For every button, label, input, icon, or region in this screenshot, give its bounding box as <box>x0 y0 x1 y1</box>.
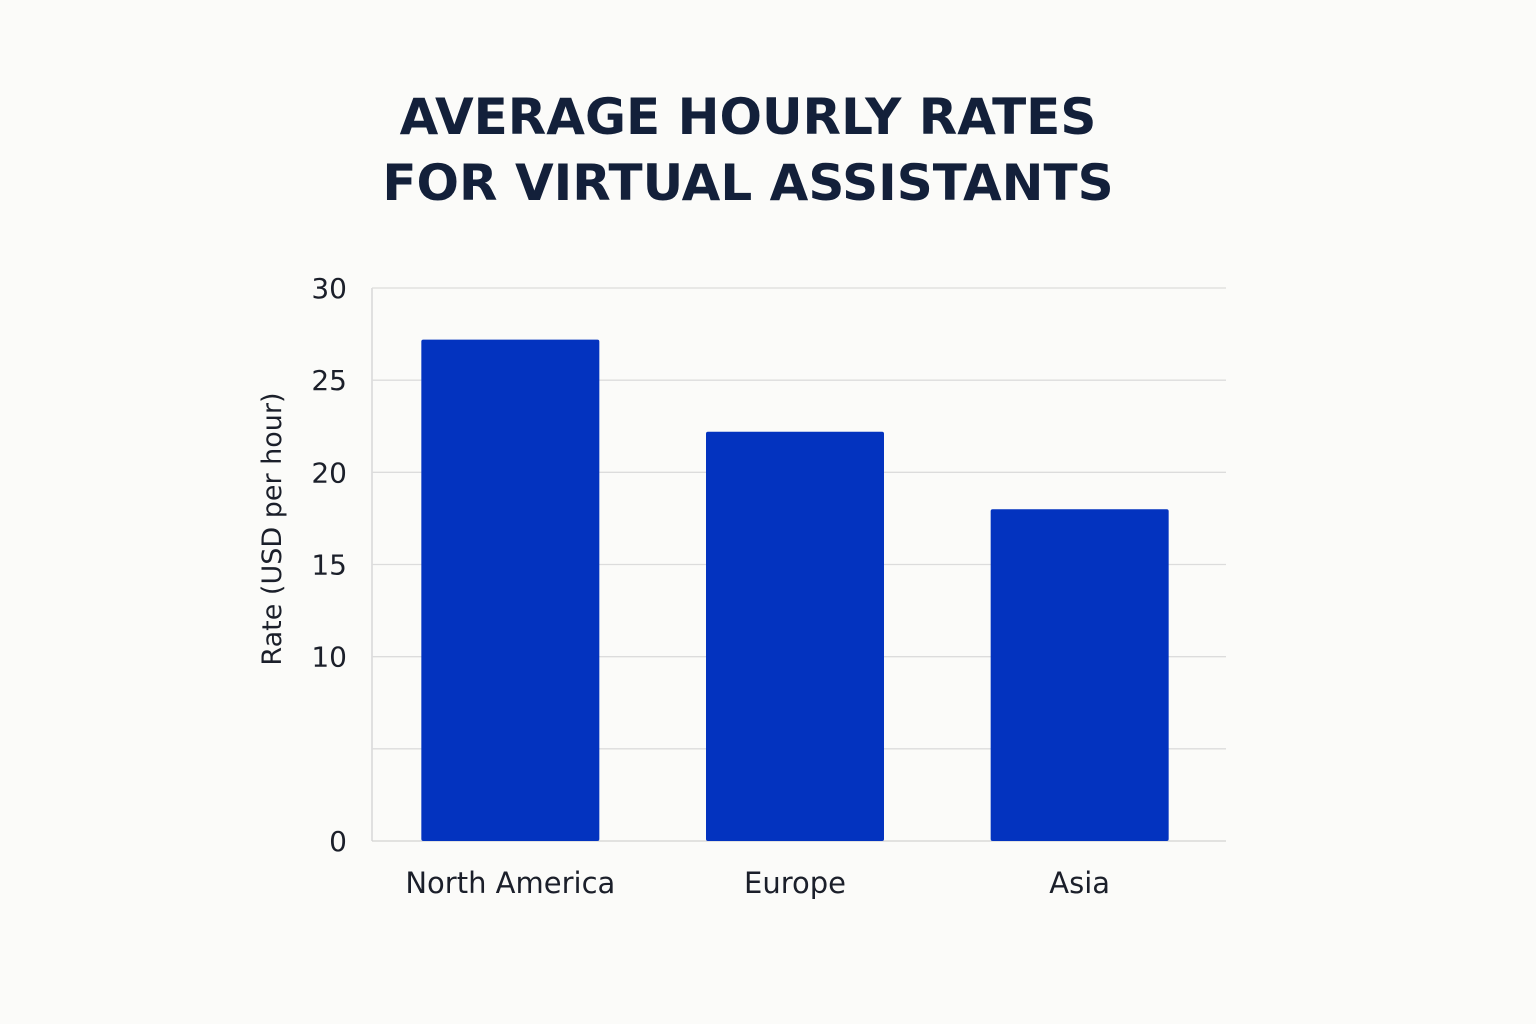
y-tick-label: 25 <box>311 364 347 397</box>
y-tick-label: 15 <box>311 549 347 582</box>
bar-europe <box>706 431 884 841</box>
chart-title-line-1: AVERAGE HOURLY RATES <box>399 88 1097 146</box>
y-tick-label: 10 <box>311 641 347 674</box>
y-tick-label: 0 <box>329 825 347 858</box>
bar-north-america <box>421 339 600 841</box>
chart-title: AVERAGE HOURLY RATES FOR VIRTUAL ASSISTA… <box>0 84 1496 216</box>
category-labels: North America Europe Asia <box>405 866 1110 900</box>
bar-asia <box>990 509 1169 841</box>
category-label: Europe <box>744 866 846 900</box>
category-label: North America <box>405 866 615 900</box>
chart-title-line-2: FOR VIRTUAL ASSISTANTS <box>382 154 1114 212</box>
y-axis-title: Rate (USD per hour) <box>257 392 288 665</box>
bars <box>421 339 1169 841</box>
y-tick-label: 20 <box>311 456 347 489</box>
category-label: Asia <box>1049 866 1110 900</box>
y-tick-labels: 0 10 15 20 25 30 <box>311 272 347 858</box>
y-tick-label: 30 <box>311 272 347 305</box>
